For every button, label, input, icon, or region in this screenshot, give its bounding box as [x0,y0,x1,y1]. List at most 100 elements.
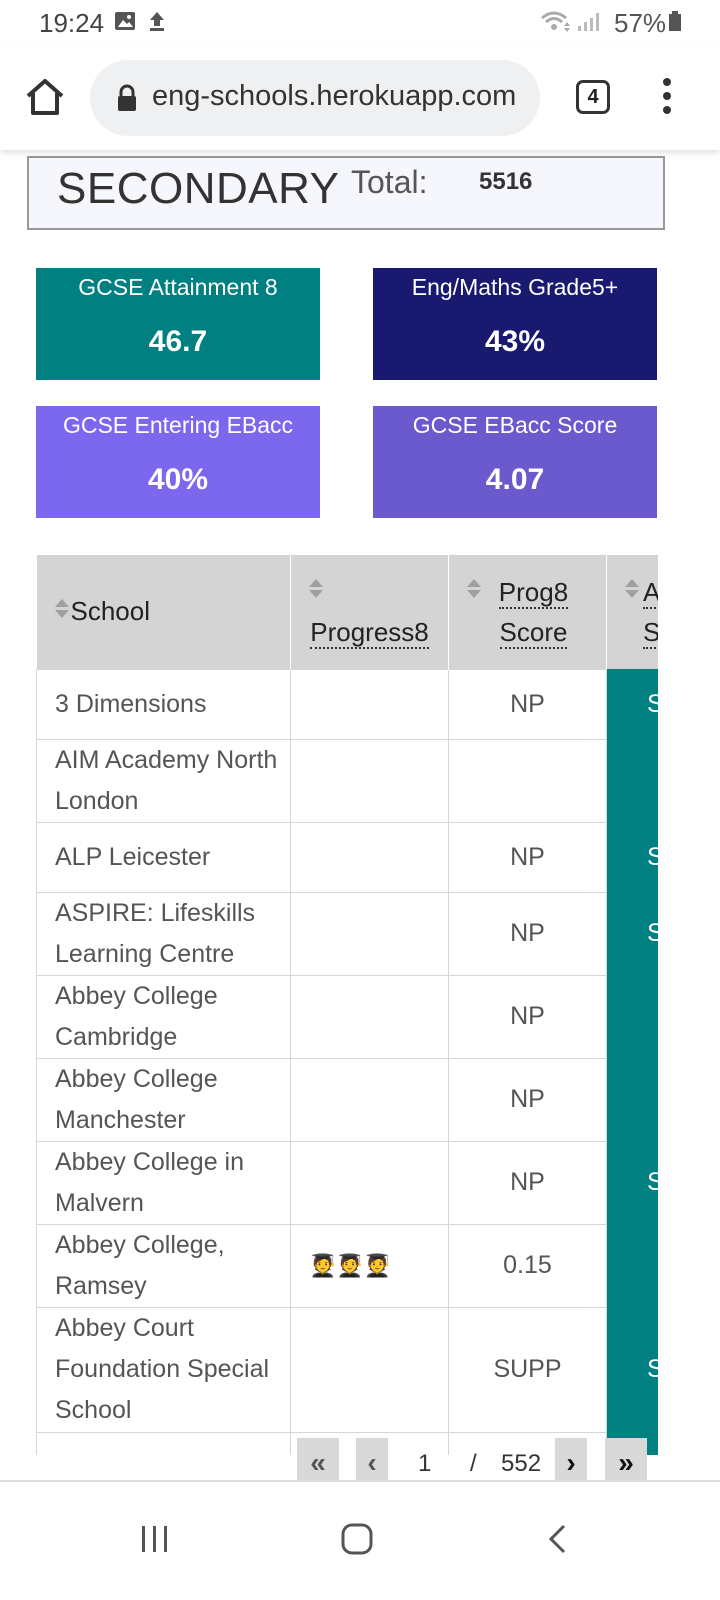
tab-switcher-button[interactable]: 4 [576,80,610,114]
back-icon[interactable] [546,1522,570,1556]
cell-school: Abbey College, Ramsey [36,1223,291,1308]
signal-icon [578,13,599,31]
stat-card-entering-ebacc: GCSE Entering EBacc 40% [36,406,320,518]
table-row[interactable]: AIM Academy North London [36,738,658,823]
sort-icon [54,599,69,621]
cell-progress8-graduate-icons: 🧑‍🎓🧑‍🎓🧑‍🎓 [290,1223,449,1308]
stat-value: 46.7 [148,325,208,358]
cell-col4: S [606,668,658,740]
page-separator: / [470,1450,477,1477]
more-menu-icon[interactable] [660,78,674,118]
cell-prog8-score: NP [448,1140,607,1225]
cell-prog8-score [448,738,607,823]
cell-prog8-score: NP [448,974,607,1059]
battery-icon [669,11,681,31]
table-row[interactable]: Abbey Court Foundation Special School SU… [36,1306,658,1433]
cell-prog8-score: NP [448,821,607,893]
stat-card-ebacc-score: GCSE EBacc Score 4.07 [373,406,657,518]
cell-progress8 [290,891,449,976]
wifi-icon [541,11,570,32]
cell-prog8-score: NP [448,891,607,976]
phase-title: SECONDARY [57,164,340,213]
cell-col4: S [606,1140,658,1225]
nav-divider [0,1480,720,1482]
recent-apps-icon[interactable] [140,1522,170,1556]
cell-school: AIM Academy North London [36,738,291,823]
cell-prog8-score: 0.15 [448,1223,607,1308]
column-header-label: School [70,596,151,627]
column-header-label-line1: Prog8 [498,576,569,609]
upload-icon [150,12,164,31]
column-header-school[interactable]: School [36,555,291,669]
cell-col4 [606,1057,658,1142]
home-icon[interactable] [24,76,66,118]
cell-school: Abbey Court Foundation Special School [36,1306,291,1433]
column-header-prog8-score[interactable]: Prog8 Score [448,555,607,669]
cell-school: Abbey College Manchester [36,1057,291,1142]
cell-progress8 [290,974,449,1059]
url-text: eng-schools.herokuapp.com [152,80,517,112]
table-row[interactable]: Abbey College Manchester NP [36,1057,658,1142]
cell-progress8 [290,1140,449,1225]
cell-prog8-score: NP [448,1057,607,1142]
table-row[interactable]: ASPIRE: Lifeskills Learning Centre NP S [36,891,658,976]
sort-icon [625,579,639,601]
cell-col4 [606,738,658,823]
lock-icon [118,84,136,111]
sort-icon [467,579,481,601]
gallery-icon [115,12,135,30]
column-header-progress8[interactable]: Progress8 [290,555,449,669]
cell-progress8 [290,668,449,740]
stat-card-eng-maths: Eng/Maths Grade5+ 43% [373,268,657,380]
prev-page-button[interactable]: ‹ [356,1438,388,1488]
cell-progress8 [290,738,449,823]
cell-progress8 [290,1057,449,1142]
home-nav-icon[interactable] [340,1522,374,1556]
cell-school: ASPIRE: Lifeskills Learning Centre [36,891,291,976]
column-header-label-line2: S [643,616,658,649]
stat-label: GCSE Attainment 8 [78,274,278,300]
stat-label: Eng/Maths Grade5+ [411,274,619,300]
cell-school: 3 Dimensions [36,668,291,740]
cell-prog8-score: NP [448,668,607,740]
total-value: 5516 [479,168,533,195]
stat-card-attainment8: GCSE Attainment 8 46.7 [36,268,320,380]
table-row[interactable]: ALP Leicester NP S [36,821,658,893]
status-time: 19:24 [39,8,105,38]
cell-col4 [606,1223,658,1308]
stat-value: 40% [147,463,209,496]
cell-col4: S [606,891,658,976]
stat-label: GCSE Entering EBacc [62,412,294,438]
table-row[interactable]: Abbey College Cambridge NP [36,974,658,1059]
first-page-button[interactable]: « [297,1438,339,1488]
stat-label: GCSE EBacc Score [412,412,618,438]
next-page-button[interactable]: › [555,1438,587,1488]
status-bar: 19:24 57% [0,0,720,46]
phase-header: SECONDARY Total: 5516 [27,156,665,230]
cell-school: Abbey College Cambridge [36,974,291,1059]
cell-school: ALP Leicester [36,821,291,893]
last-page-button[interactable]: » [605,1438,647,1488]
table-row[interactable]: Abbey College, Ramsey 🧑‍🎓🧑‍🎓🧑‍🎓 0.15 [36,1223,658,1308]
cell-col4: S [606,821,658,893]
table-row[interactable]: 3 Dimensions NP S [36,668,658,740]
current-page: 1 [418,1450,432,1477]
cell-col4: S [606,1306,658,1433]
column-header-label-line2: Score [499,616,568,649]
total-label: Total: [351,164,428,200]
address-bar[interactable]: eng-schools.herokuapp.com [90,60,540,136]
sort-icon [309,579,323,601]
column-header-label-line1: A [643,576,658,609]
cell-prog8-score: SUPP [448,1306,607,1433]
stat-value: 4.07 [485,463,545,496]
table-row[interactable]: Abbey College in Malvern NP S [36,1140,658,1225]
stat-value: 43% [484,325,546,358]
column-header-label: Progress8 [310,617,429,650]
total-pages: 552 [501,1450,542,1477]
battery-level: 57% [614,8,667,38]
browser-toolbar: eng-schools.herokuapp.com 4 [0,46,720,150]
cell-school: Abbey College in Malvern [36,1140,291,1225]
